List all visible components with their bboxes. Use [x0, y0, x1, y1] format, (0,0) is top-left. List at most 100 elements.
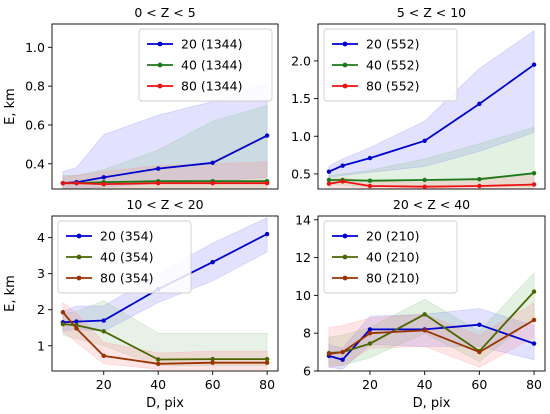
data-point: [101, 175, 106, 180]
data-point: [422, 138, 427, 143]
data-point: [155, 361, 161, 366]
data-point: [101, 318, 106, 323]
panel-2-axes: [314, 23, 546, 190]
confidence-band: [328, 126, 535, 187]
y-tick-label: 0.8: [25, 79, 45, 94]
data-point: [101, 181, 106, 187]
data-point: [101, 353, 106, 359]
y-tick-label: 1: [37, 338, 45, 353]
legends: 20 (1344) 40 (1344) 80 (1344) 20 (552) 40 (5…: [57, 28, 458, 294]
legend-label: 40 (1344): [181, 58, 242, 73]
y-tick-label: 1.0: [291, 129, 311, 144]
x-tick-label: 20: [362, 377, 378, 392]
legend-marker: [157, 83, 163, 89]
series-line: [62, 233, 268, 324]
data-point: [422, 312, 427, 317]
legend-marker: [76, 254, 82, 260]
legend-marker: [76, 233, 82, 239]
series-line: [328, 172, 535, 182]
plot-frame: [317, 215, 546, 372]
x-tick-label: 80: [259, 377, 275, 392]
data-point: [477, 177, 482, 182]
y-tick-label: 0.4: [25, 156, 45, 171]
data-point: [367, 183, 373, 189]
legend-marker: [157, 62, 163, 68]
x-tick-label: 80: [526, 377, 542, 392]
panel-3-lines: [60, 231, 270, 366]
data-point: [531, 182, 537, 187]
y-tick-label: 1.0: [25, 40, 45, 55]
data-point: [531, 62, 537, 67]
data-point: [326, 181, 332, 186]
data-point: [477, 349, 482, 355]
data-point: [477, 183, 482, 189]
legend-label: 20 (1344): [181, 37, 242, 52]
data-point: [210, 360, 215, 365]
panel-2-bands: [328, 30, 535, 189]
legend-label: 20 (354): [100, 229, 154, 244]
legend-marker: [342, 41, 348, 47]
y-tick-label: 0.5: [291, 166, 311, 181]
data-point: [367, 327, 373, 332]
y-tick-label: 2.0: [291, 53, 311, 68]
confidence-band: [328, 302, 535, 368]
legend-marker: [342, 254, 348, 260]
panel-1-legend: 20 (1344) 40 (1344) 80 (1344): [138, 28, 273, 102]
legend-label: 40 (552): [366, 58, 420, 73]
data-point: [340, 163, 345, 168]
y-tick-label: 14: [295, 212, 311, 227]
text-layer: 0 < Z < 5 0.4 0.6 0.8 1.0 E, km 5 < Z < 10 0.5 1…: [3, 5, 542, 411]
panel-3-text: 10 < Z < 20 1 2 3 4 20 40 60 80 E, km D, pix: [3, 197, 275, 411]
data-point: [264, 180, 270, 186]
panel-3-legend: 20 (354) 40 (354) 80 (354): [57, 220, 192, 294]
legend-label: 80 (1344): [181, 79, 242, 94]
data-point: [155, 357, 161, 362]
data-point: [422, 177, 427, 183]
y-tick-label: 0.6: [25, 117, 45, 132]
data-point: [422, 328, 427, 333]
data-point: [74, 319, 79, 324]
data-point: [210, 180, 215, 186]
x-axis-label: D, pix: [413, 396, 451, 411]
panel-4-text: 20 < Z < 40 6 8 10 12 14 20 40 60 80 D, pix: [295, 197, 542, 411]
y-tick-label: 1.5: [291, 91, 311, 106]
panel-title: 10 < Z < 20: [126, 197, 203, 212]
legend-label: 80 (210): [366, 271, 420, 286]
data-point: [326, 351, 332, 357]
legend-box: [138, 28, 273, 102]
y-tick-label: 3: [37, 266, 45, 281]
confidence-band: [62, 301, 268, 370]
panel-title: 5 < Z < 10: [397, 5, 466, 20]
data-point: [155, 180, 161, 186]
data-point: [340, 357, 345, 362]
series-line: [328, 180, 535, 188]
x-tick-label: 20: [96, 377, 112, 392]
panel-4-lines: [326, 289, 537, 362]
legend-marker: [342, 275, 348, 281]
data-point: [60, 321, 66, 327]
data-point: [422, 184, 427, 189]
panel-3-axes: [48, 215, 279, 375]
data-point: [367, 178, 373, 183]
x-tick-label: 40: [417, 377, 433, 392]
axes-layer: [48, 23, 546, 375]
data-point: [477, 101, 482, 107]
data-point: [367, 341, 373, 346]
data-point: [531, 170, 537, 176]
data-point: [60, 180, 66, 186]
legend-box: [323, 28, 458, 102]
legend-label: 20 (552): [366, 37, 420, 52]
data-point: [531, 289, 537, 294]
data-point: [210, 356, 215, 362]
data-point: [531, 341, 537, 346]
y-tick-label: 8: [303, 326, 311, 341]
panel-title: 20 < Z < 40: [393, 197, 470, 212]
data-point: [340, 179, 345, 184]
legend-box: [57, 220, 192, 294]
panel-2-lines: [326, 62, 537, 189]
panel-2-legend: 20 (552) 40 (552) 80 (552): [323, 28, 458, 102]
data-point: [264, 231, 270, 237]
legend-marker: [342, 233, 348, 239]
legend-marker: [342, 83, 348, 89]
data-point: [210, 160, 215, 165]
